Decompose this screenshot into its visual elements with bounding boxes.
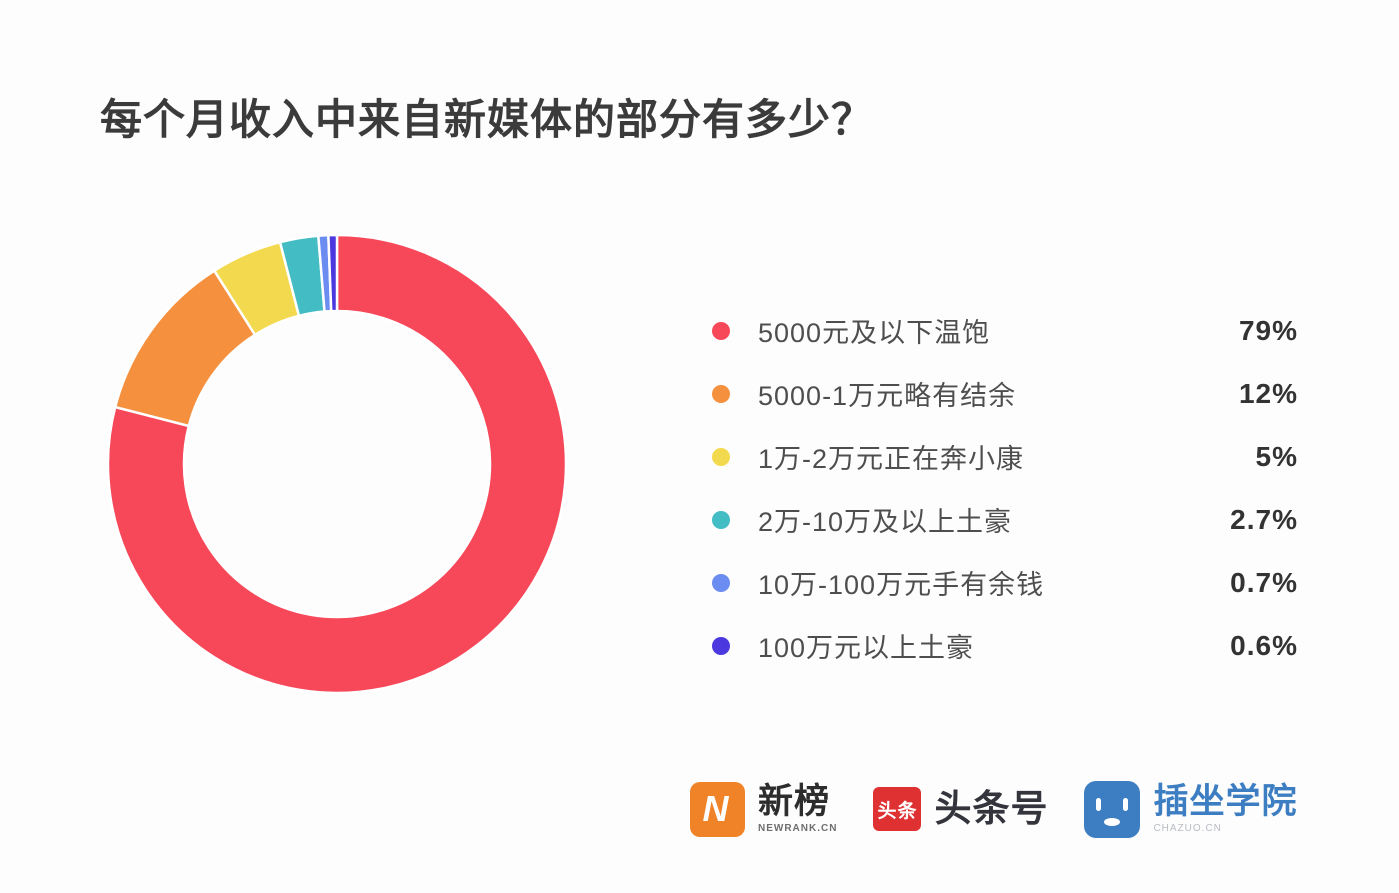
brand-footer: N 新榜 NEWRANK.CN 头条 头条号 插坐学院 CHAZUO.CN xyxy=(690,776,1297,842)
legend-item: 5000元及以下温饱 79% xyxy=(712,299,1298,362)
toutiao-text: 头条号 xyxy=(934,787,1049,829)
legend-value: 12% xyxy=(1238,377,1298,409)
chazuo-logo-icon xyxy=(1084,780,1141,838)
legend-label: 5000元及以下温饱 xyxy=(758,318,991,348)
chazuo-face-eye-icon xyxy=(1123,797,1129,811)
legend-dot-icon xyxy=(712,321,730,340)
legend-value: 5% xyxy=(1255,440,1298,472)
toutiao-logo-icon: 头条 xyxy=(873,787,922,831)
legend-item: 100万元以上土豪 0.6% xyxy=(712,614,1298,677)
legend-value: 2.7% xyxy=(1230,503,1298,535)
donut-chart-svg xyxy=(106,233,568,695)
legend-dot-icon xyxy=(712,573,730,592)
chazuo-caption: CHAZUO.CN xyxy=(1153,822,1222,834)
chazuo-text: 插坐学院 CHAZUO.CN xyxy=(1153,782,1298,834)
legend-item: 10万-100万元手有余钱 0.7% xyxy=(712,551,1298,614)
brand-newrank: N 新榜 NEWRANK.CN xyxy=(690,781,838,837)
legend-dot-icon xyxy=(712,447,730,466)
chazuo-face-mouth-icon xyxy=(1104,817,1121,826)
legend-value: 0.6% xyxy=(1230,629,1298,661)
legend-label: 1万-2万元正在奔小康 xyxy=(758,444,1025,474)
legend-dot-icon xyxy=(712,510,730,529)
donut-segment-0 xyxy=(106,233,568,695)
legend-value: 79% xyxy=(1238,314,1298,346)
legend-item: 1万-2万元正在奔小康 5% xyxy=(712,425,1298,488)
legend-label: 5000-1万元略有结余 xyxy=(758,381,1017,411)
legend-value: 0.7% xyxy=(1230,566,1298,598)
legend-label: 2万-10万及以上土豪 xyxy=(758,507,1013,537)
brand-chazuo: 插坐学院 CHAZUO.CN xyxy=(1084,780,1298,838)
toutiao-glyph: 头条 xyxy=(877,800,918,822)
legend-item: 2万-10万及以上土豪 2.7% xyxy=(712,488,1298,551)
newrank-caption: NEWRANK.CN xyxy=(758,822,838,834)
chazuo-face-eye-icon xyxy=(1096,797,1102,811)
chazuo-name: 插坐学院 xyxy=(1153,782,1298,822)
brand-toutiao: 头条 头条号 xyxy=(873,787,1048,831)
legend-dot-icon xyxy=(712,636,730,655)
donut-chart xyxy=(106,233,568,695)
toutiao-name: 头条号 xyxy=(934,787,1049,829)
donut-segment-5 xyxy=(327,233,339,313)
chart-legend: 5000元及以下温饱 79% 5000-1万元略有结余 12% 1万-2万元正在… xyxy=(712,299,1298,677)
page-title: 每个月收入中来自新媒体的部分有多少？ xyxy=(100,96,875,143)
legend-label: 100万元以上土豪 xyxy=(758,633,975,663)
newrank-n-glyph: N xyxy=(702,788,729,829)
newrank-name: 新榜 xyxy=(758,782,831,822)
legend-label: 10万-100万元手有余钱 xyxy=(758,570,1045,600)
newrank-text: 新榜 NEWRANK.CN xyxy=(758,782,838,834)
legend-dot-icon xyxy=(712,384,730,403)
legend-item: 5000-1万元略有结余 12% xyxy=(712,362,1298,425)
newrank-logo-icon: N xyxy=(690,781,745,837)
